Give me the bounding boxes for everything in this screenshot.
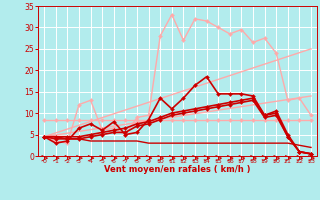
X-axis label: Vent moyen/en rafales ( km/h ): Vent moyen/en rafales ( km/h )	[104, 165, 251, 174]
